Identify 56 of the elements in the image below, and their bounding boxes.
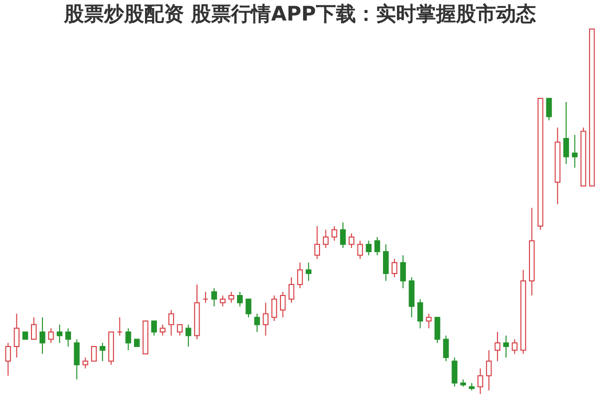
candlestick [366,240,372,256]
candlestick [82,357,88,369]
candlestick [512,338,518,354]
candlestick [254,313,260,332]
candlestick [14,313,20,358]
candlestick [503,335,509,358]
candlestick [417,298,424,329]
candlestick [125,328,132,351]
candlestick [151,320,157,336]
candlestick [116,316,123,336]
candlestick [374,236,380,256]
candlestick [357,240,363,260]
candlestick [160,324,166,336]
candlestick [443,335,449,362]
candlestick [262,302,269,336]
candlestick [288,276,294,304]
candlestick [271,294,278,322]
candlestick [322,229,329,248]
candlestick [202,291,208,304]
candlestick [228,291,234,304]
candlestick [56,324,62,344]
candlestick [383,244,389,282]
candlestick [314,226,320,260]
candlestick [280,291,286,318]
candlestick [426,313,432,329]
candlestick [211,288,217,307]
candlestick [494,331,500,362]
candlestick [40,316,46,354]
candlestick [340,222,346,248]
candlestick [74,338,80,380]
candlestick [176,324,183,336]
candlestick [186,324,192,348]
candlestick [246,298,252,318]
candlestick [434,316,440,344]
candlestick [297,262,303,289]
candlestick [563,102,570,165]
candlestick [546,98,552,121]
candlestick [348,232,354,248]
candlestick [100,342,106,362]
candlestick [392,258,398,278]
candlestick [30,316,37,340]
chart-title: 股票炒股配资 股票行情APP下载：实时掌握股市动态 [63,2,536,26]
candlestick [400,254,406,289]
candlestick [572,134,578,168]
candlestick [168,310,174,336]
candlestick [237,291,243,307]
candlestick [331,226,338,242]
candlestick [452,357,458,388]
candlestick [220,294,226,307]
candlestick [5,342,11,376]
candlestick [65,328,72,348]
candlestick [48,328,54,344]
candlestick [91,346,97,362]
candlestick [477,368,484,394]
candlestick [306,262,312,282]
candlestick [486,350,492,391]
